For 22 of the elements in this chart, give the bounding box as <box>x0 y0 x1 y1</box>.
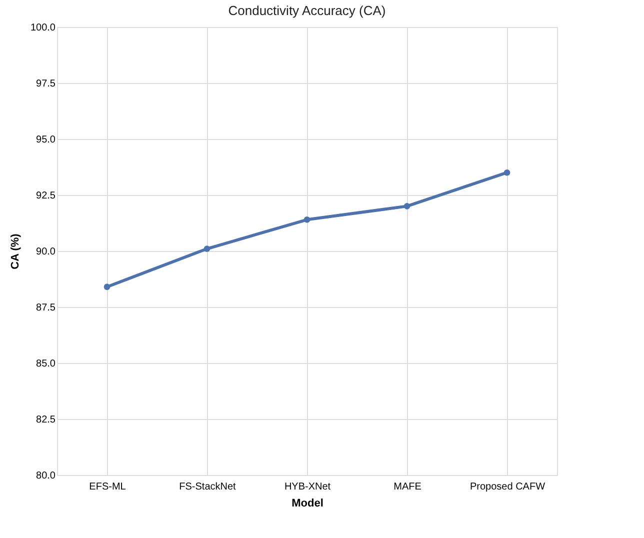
point <box>504 169 510 176</box>
point <box>304 216 310 223</box>
point <box>104 284 110 290</box>
x-tick-label: EFS-ML <box>89 482 126 492</box>
y-tick-label: 92.5 <box>36 190 56 202</box>
x-tick-label: FS-StackNet <box>179 482 236 492</box>
point <box>404 203 410 210</box>
y-tick-label: 100.0 <box>30 22 56 34</box>
x-tick-label: Proposed CAFW <box>470 482 546 492</box>
point <box>204 246 210 252</box>
y-axis-title: CA (%) <box>9 233 22 270</box>
y-tick-label: 80.0 <box>36 470 56 482</box>
y-tick-label: 95.0 <box>36 134 56 146</box>
y-tick-label: 87.5 <box>36 302 56 314</box>
x-tick-label: HYB-XNet <box>284 482 331 492</box>
y-tick-label: 97.5 <box>36 78 56 90</box>
y-tick-label: 82.5 <box>36 414 56 426</box>
x-axis-title: Model <box>292 498 324 510</box>
chart-title: Conductivity Accuracy (CA) <box>228 3 386 18</box>
x-tick-label: MAFE <box>394 482 422 492</box>
y-tick-label: 90.0 <box>36 246 56 258</box>
y-tick-label: 85.0 <box>36 358 56 370</box>
